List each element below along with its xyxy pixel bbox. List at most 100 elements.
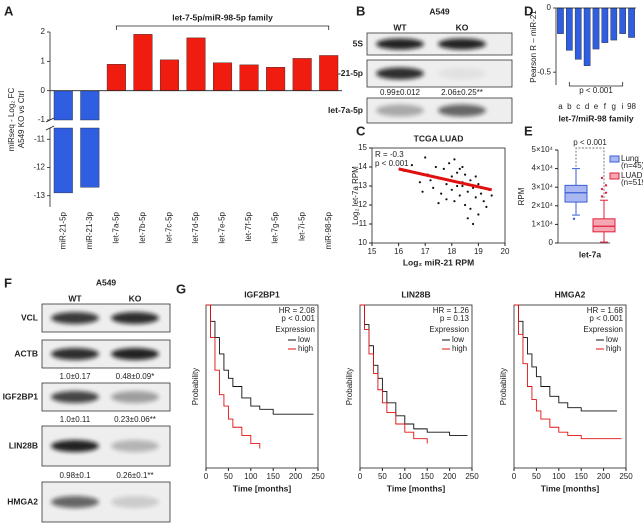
x-tick-label: b [567,102,572,111]
survival-curve [206,304,261,449]
bar [53,127,73,194]
outlier [600,187,604,191]
y-tick-label: 2 [41,27,46,36]
y-tick-label: 0 [41,86,46,95]
lane-label: WT [393,22,407,32]
chart-title: IGF2BP1 [244,289,280,299]
legend-label: Lung [621,154,639,163]
y-tick-label: -11 [34,134,46,143]
bar [628,7,635,38]
x-tick-label: d [585,102,589,111]
lane-label: WT [68,293,82,303]
blot-band [51,391,99,403]
bar [319,55,339,91]
x-tick-label: let-7i-5p [297,211,306,240]
x-tick-label: 15 [368,247,377,256]
x-tick-label: 250 [311,472,325,481]
box [592,218,616,233]
bracket [568,82,624,87]
x-tick-label: let-7a [579,249,601,259]
blot-band [51,348,99,360]
bracket [575,147,605,199]
bar [292,58,312,91]
quant-label: 1.0±0.11 [60,415,91,424]
y-tick-label: -0.5 [537,67,551,76]
row-label: LIN28B [9,440,38,450]
survival-curve [206,304,314,415]
y-tick-label: 11 [359,219,368,228]
x-tick-label: 200 [597,472,611,481]
survival-curve [514,304,618,412]
annotation: R = -0.3 [375,150,404,159]
row-label: ACTB [14,348,38,358]
blot-title: A549 [96,277,117,287]
x-tick-label: 98 [627,102,636,111]
blot-band [438,104,486,117]
annotation: let-7-5p/miR-98-5p family [172,12,273,22]
row-label: 5S [353,38,364,48]
legend-label: (n=519) [621,178,643,187]
outlier [604,191,608,194]
bar [133,34,153,91]
legend-label: high [606,344,621,353]
blot-band [111,391,159,403]
y-axis-label: Probability [345,368,354,405]
blot-band [111,496,159,508]
point [469,207,472,210]
x-tick-label: i [622,102,624,111]
y-axis-label: Pearson R – miR-21 [529,10,538,83]
y-tick-label: 0 [549,238,554,247]
legend-title: Expression [583,325,623,334]
y-axis-label: Probability [191,368,200,405]
x-tick-label: let-7c-5p [165,211,174,243]
quant-label: 0.99±0.012 [380,88,421,97]
outlier [600,176,604,180]
quant-label: 2.06±0.25** [441,88,483,97]
x-tick-label: miR-21-3p [85,211,94,249]
fit-line [398,167,493,192]
bar [80,127,100,188]
legend-title: Expression [275,325,315,334]
panel-label: G [176,281,186,296]
x-tick-label: 0 [512,472,517,481]
y-tick-label: 13 [358,181,367,190]
bar [186,37,206,91]
x-tick-label: f [604,102,607,111]
point [429,179,432,182]
x-tick-label: 200 [443,472,457,481]
x-tick-label: 100 [552,472,566,481]
point [466,217,469,220]
y-tick-label: -1 [38,115,46,124]
panel-label: D [524,3,533,18]
point [482,200,485,203]
y-tick-label: 5×10⁴ [532,145,554,154]
x-tick-label: 150 [267,472,281,481]
panel-label: E [524,123,533,138]
quant-label: 0.98±0.1 [59,471,91,480]
panel-label: A [4,3,14,18]
panel-label: C [356,123,366,138]
y-tick-label: 4×10⁴ [532,164,554,173]
x-tick-label: let-7d-5p [191,211,200,243]
row-label: let-7a-5p [328,105,363,115]
x-tick-label: 17 [421,247,430,256]
x-tick-label: e [594,102,599,111]
plot-frame [205,304,319,469]
point [471,222,475,226]
x-tick-label: 250 [619,472,633,481]
annotation: p < 0.001 [281,314,315,323]
x-tick-label: 16 [394,247,403,256]
bar [601,7,609,43]
survival-curve [514,304,622,440]
axis-break [45,125,55,131]
y-tick-label: -13 [33,191,45,200]
x-tick-label: let-7f-5p [244,211,253,241]
legend-label: high [298,344,313,353]
point [448,162,451,165]
point [410,164,413,167]
chart-title: TCGA LUAD [414,133,464,143]
y-axis-label: Probability [499,368,508,405]
x-tick-label: miR-98-5p [324,211,333,249]
legend-label: high [452,344,467,353]
y-axis-label: RPM [517,187,526,205]
